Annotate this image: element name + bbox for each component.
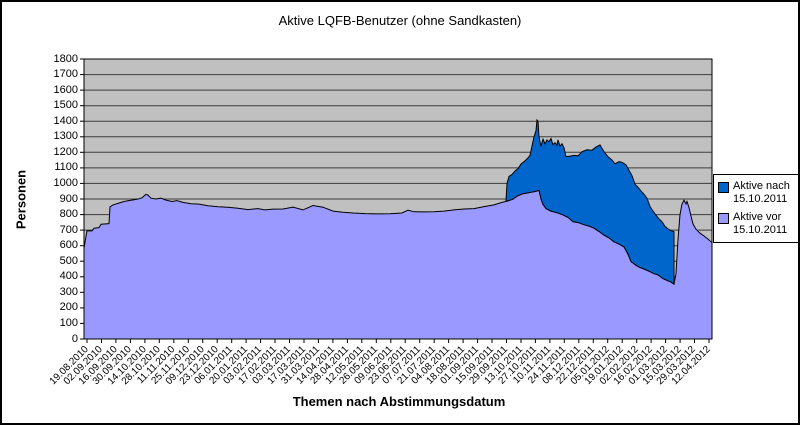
y-tick-label: 1600 <box>53 83 78 96</box>
y-axis-title: Personen <box>13 169 29 230</box>
chart-title: Aktive LQFB-Benutzer (ohne Sandkasten) <box>278 13 522 28</box>
y-tick-label: 0 <box>71 332 78 345</box>
y-tick-label: 400 <box>59 270 78 283</box>
y-tick-label: 1400 <box>53 114 78 127</box>
legend-label-vor: Aktive vor 15.10.2011 <box>733 211 788 236</box>
y-tick-label: 1300 <box>53 130 78 143</box>
stacked-area-chart <box>80 58 713 343</box>
y-tick-label: 1100 <box>54 161 78 174</box>
y-tick-label: 1800 <box>53 52 78 65</box>
legend-swatch-vor <box>718 213 729 224</box>
legend: Aktive nach 15.10.2011 Aktive vor 15.10.… <box>713 174 798 243</box>
y-tick-label: 500 <box>59 254 78 267</box>
y-tick-label: 600 <box>59 239 78 252</box>
y-tick-label: 800 <box>59 208 78 221</box>
y-tick-label: 1000 <box>53 176 78 189</box>
legend-label-nach: Aktive nach 15.10.2011 <box>733 180 790 205</box>
x-axis-title: Themen nach Abstimmungsdatum <box>292 394 506 409</box>
y-tick-label: 1500 <box>53 99 78 112</box>
legend-swatch-nach <box>718 182 729 193</box>
y-tick-label: 300 <box>59 285 78 298</box>
y-tick-label: 700 <box>59 223 78 236</box>
y-tick-label: 1200 <box>53 145 78 158</box>
y-tick-label: 200 <box>59 301 78 314</box>
legend-entry-nach: Aktive nach 15.10.2011 <box>718 180 796 206</box>
plot-area <box>80 58 713 343</box>
legend-entry-vor: Aktive vor 15.10.2011 <box>718 211 796 237</box>
y-tick-label: 900 <box>59 192 78 205</box>
y-tick-label: 1700 <box>53 68 78 81</box>
area-nach-series <box>505 118 675 286</box>
y-tick-label: 100 <box>59 316 78 329</box>
